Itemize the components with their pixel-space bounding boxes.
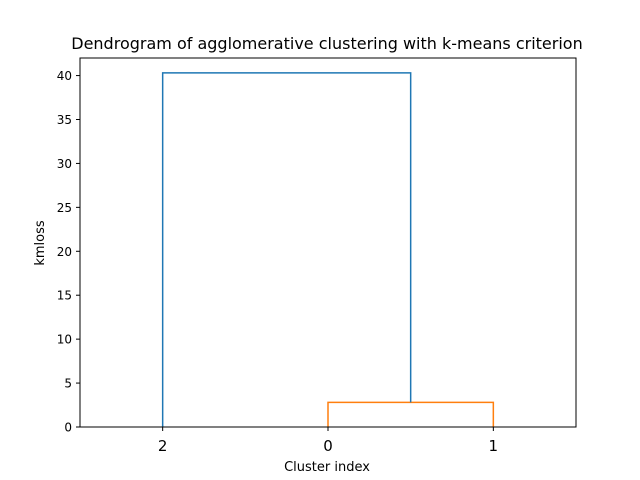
y-tick-label: 30 <box>57 157 72 171</box>
x-axis-ticks: 2 0 1 <box>158 427 498 455</box>
dendrogram-link-merge-0-1 <box>327 401 495 427</box>
dendrogram-links <box>161 72 495 427</box>
leaf-label: 2 <box>158 437 168 455</box>
leaf-label: 0 <box>323 437 333 455</box>
y-tick-label: 35 <box>57 113 72 127</box>
x-axis-label: Cluster index <box>284 460 370 475</box>
y-tick-label: 5 <box>64 377 72 391</box>
y-tick-label: 15 <box>57 289 72 303</box>
y-tick-label: 40 <box>57 69 72 83</box>
dendrogram-link-merge-2-01 <box>161 72 412 427</box>
y-tick-label: 25 <box>57 201 72 215</box>
y-tick-label: 10 <box>57 333 72 347</box>
y-axis-ticks: 0 5 10 15 20 25 30 35 40 <box>57 69 80 435</box>
y-tick-label: 20 <box>57 245 72 259</box>
chart-title: Dendrogram of agglomerative clustering w… <box>71 34 582 53</box>
y-tick-label: 0 <box>64 421 72 435</box>
y-axis-label: kmloss <box>33 220 48 266</box>
leaf-label: 1 <box>489 437 499 455</box>
plot-frame <box>79 57 577 428</box>
